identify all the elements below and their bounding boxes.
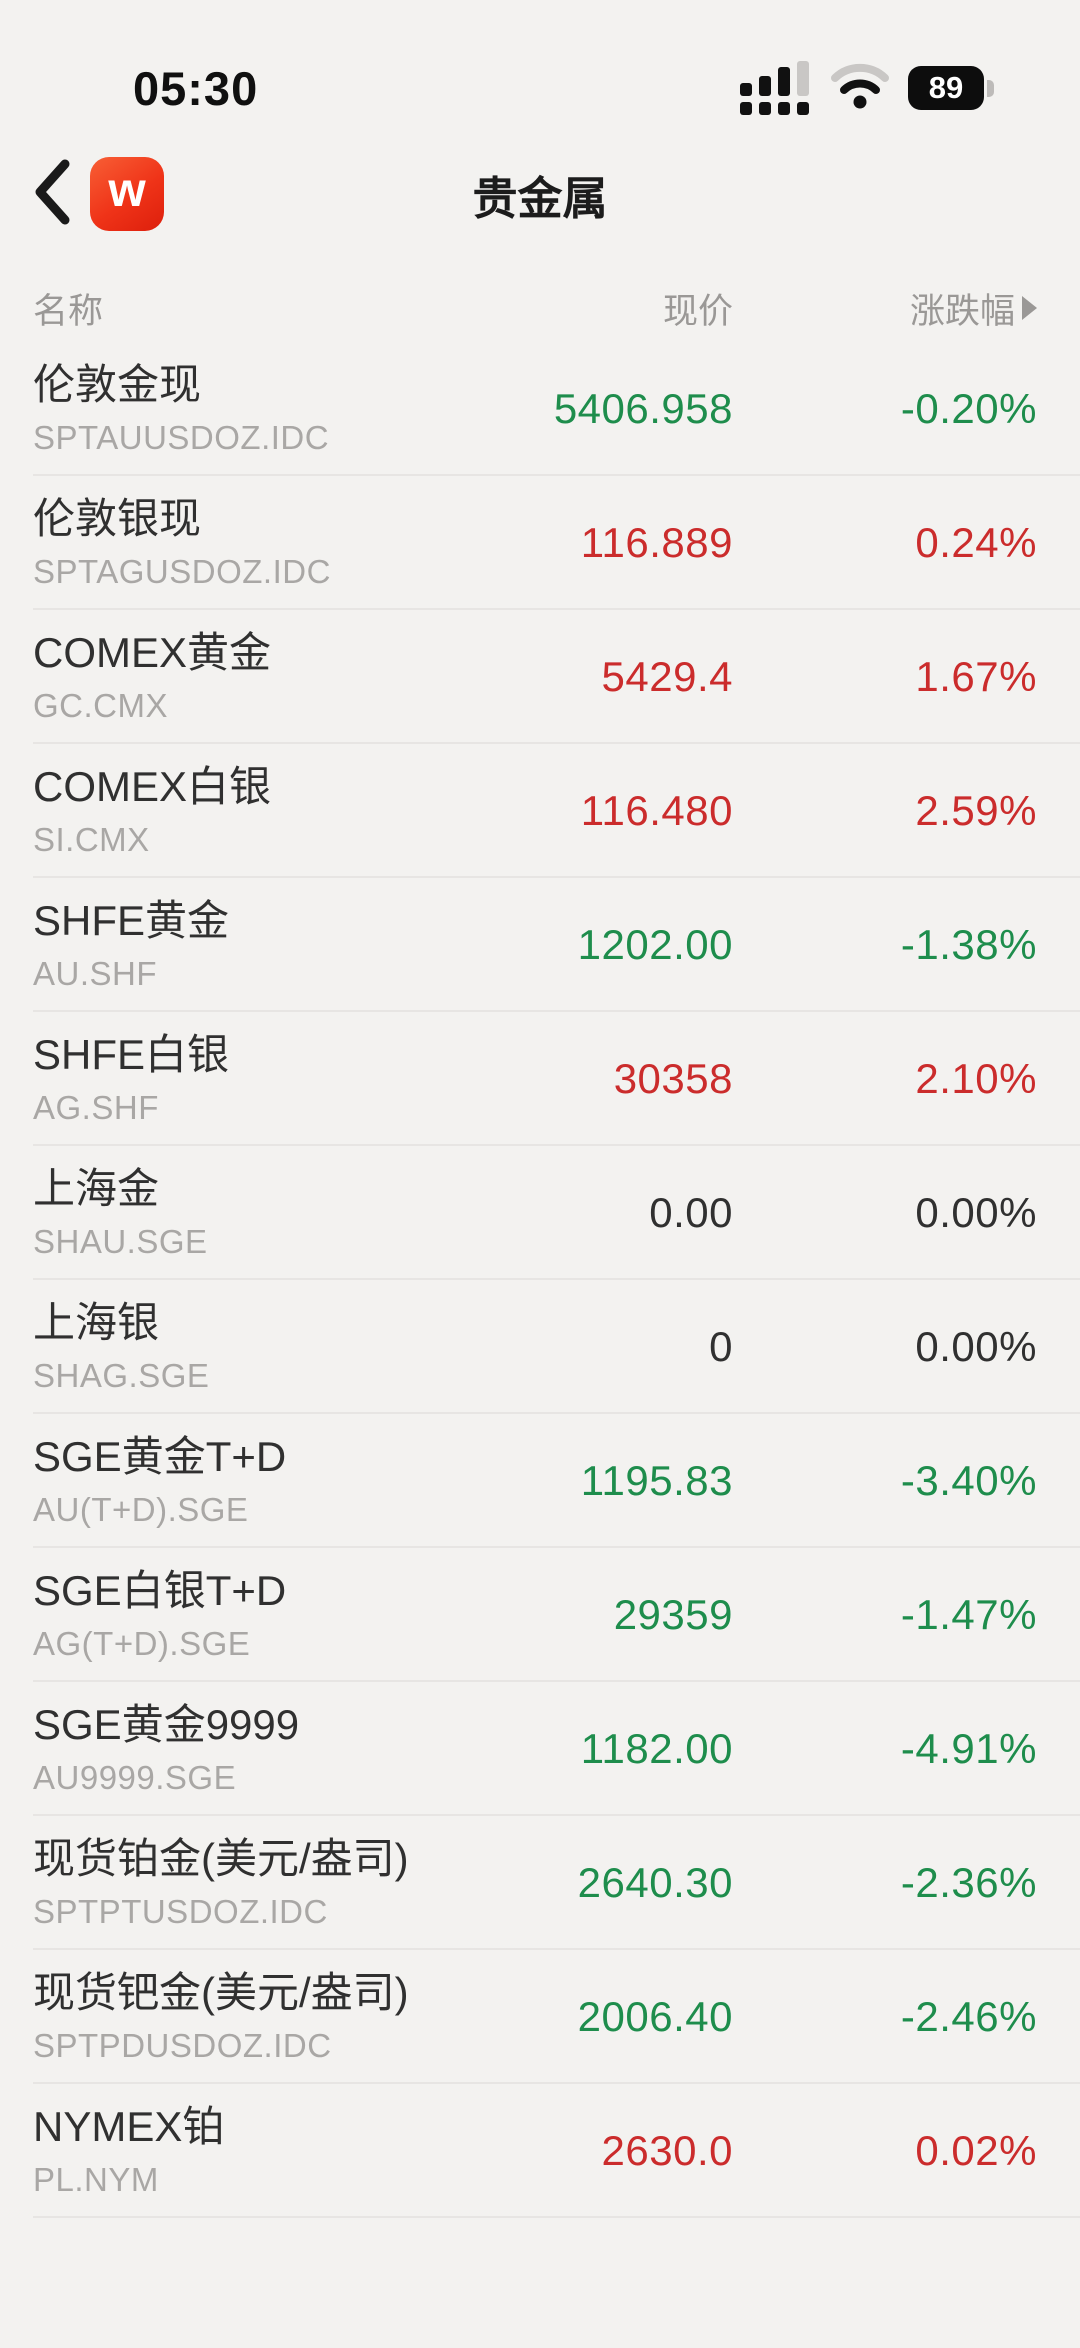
change-percent: 0.02%	[915, 2127, 1037, 2174]
quote-row[interactable]: 伦敦银现 SPTAGUSDOZ.IDC 116.889 0.24%	[0, 476, 1080, 610]
change-percent: -3.40%	[900, 1457, 1037, 1504]
instrument-name: COMEX白银	[33, 763, 272, 811]
column-header-change[interactable]: 涨跌幅	[733, 283, 1037, 334]
status-time: 05:30	[133, 61, 259, 115]
instrument-name: 上海银	[33, 1299, 160, 1347]
quote-row[interactable]: 伦敦金现 SPTAUUSDOZ.IDC 5406.958 -0.20%	[0, 342, 1080, 476]
change-percent: -1.47%	[900, 1591, 1037, 1638]
instrument-name: SHFE黄金	[33, 897, 230, 945]
wind-app-icon-letter: w	[108, 164, 146, 217]
sort-indicator-icon	[1022, 296, 1037, 320]
instrument-code: SPTPTUSDOZ.IDC	[33, 1892, 328, 1930]
quote-row[interactable]: NYMEX铂 PL.NYM 2630.0 0.02%	[0, 2084, 1080, 2218]
instrument-name: 伦敦银现	[33, 495, 202, 543]
instrument-name: NYMEX铂	[33, 2103, 225, 2151]
instrument-name: SGE黄金T+D	[33, 1433, 287, 1481]
instrument-name: 现货铂金(美元/盎司)	[33, 1835, 409, 1883]
chevron-left-icon	[31, 157, 73, 232]
quote-rows-container: 伦敦金现 SPTAUUSDOZ.IDC 5406.958 -0.20% 伦敦银现…	[0, 342, 1080, 2218]
last-price: 1182.00	[580, 1725, 733, 1772]
change-percent: 0.00%	[915, 1323, 1037, 1370]
change-percent: -4.91%	[900, 1725, 1037, 1772]
last-price: 5406.958	[553, 385, 733, 432]
battery-icon: 89	[908, 66, 994, 110]
quote-row[interactable]: SHFE白银 AG.SHF 30358 2.10%	[0, 1012, 1080, 1146]
last-price: 2630.0	[601, 2127, 733, 2174]
instrument-code: SPTAUUSDOZ.IDC	[33, 418, 330, 456]
quote-row[interactable]: 上海银 SHAG.SGE 0 0.00%	[0, 1280, 1080, 1414]
instrument-name: COMEX黄金	[33, 629, 272, 677]
instrument-code: SHAU.SGE	[33, 1222, 208, 1260]
instrument-name: 现货钯金(美元/盎司)	[33, 1969, 409, 2017]
cellular-signal-icon	[740, 57, 812, 120]
last-price: 0.00	[649, 1189, 733, 1236]
last-price: 116.889	[580, 519, 733, 566]
list-header: 名称 现价 涨跌幅	[0, 242, 1080, 342]
instrument-name: SGE黄金9999	[33, 1701, 300, 1749]
quote-row[interactable]: COMEX黄金 GC.CMX 5429.4 1.67%	[0, 610, 1080, 744]
battery-percent: 89	[908, 66, 984, 110]
instrument-name: SGE白银T+D	[33, 1567, 287, 1615]
battery-cap	[987, 79, 994, 97]
last-price: 5429.4	[601, 653, 733, 700]
last-price: 1202.00	[577, 921, 733, 968]
status-icons: 89	[740, 57, 994, 120]
instrument-code: AU.SHF	[33, 954, 158, 992]
quote-row[interactable]: SGE白银T+D AG(T+D).SGE 29359 -1.47%	[0, 1548, 1080, 1682]
last-price: 2006.40	[577, 1993, 733, 2040]
wind-app-icon[interactable]: w	[90, 157, 164, 231]
quote-row[interactable]: 现货钯金(美元/盎司) SPTPDUSDOZ.IDC 2006.40 -2.46…	[0, 1950, 1080, 2084]
quote-row[interactable]: SGE黄金T+D AU(T+D).SGE 1195.83 -3.40%	[0, 1414, 1080, 1548]
change-percent: 2.59%	[915, 787, 1037, 834]
back-button[interactable]	[24, 156, 80, 232]
change-percent: -1.38%	[900, 921, 1037, 968]
instrument-name: SHFE白银	[33, 1031, 230, 1079]
change-percent: 2.10%	[915, 1055, 1037, 1102]
quote-row[interactable]: SGE黄金9999 AU9999.SGE 1182.00 -4.91%	[0, 1682, 1080, 1816]
quote-row[interactable]: SHFE黄金 AU.SHF 1202.00 -1.38%	[0, 878, 1080, 1012]
status-bar: 05:30 89	[0, 0, 1080, 130]
last-price: 0	[709, 1323, 733, 1370]
change-percent: 0.24%	[915, 519, 1037, 566]
quote-row[interactable]: COMEX白银 SI.CMX 116.480 2.59%	[0, 744, 1080, 878]
nav-bar: w 贵金属	[0, 146, 1080, 242]
quote-list: 名称 现价 涨跌幅 伦敦金现 SPTAUUSDOZ.IDC 5406.958 -…	[0, 242, 1080, 2218]
last-price: 29359	[613, 1591, 733, 1638]
change-percent: -2.36%	[900, 1859, 1037, 1906]
instrument-code: SHAG.SGE	[33, 1356, 210, 1394]
last-price: 1195.83	[580, 1457, 733, 1504]
instrument-code: AG.SHF	[33, 1088, 159, 1126]
last-price: 116.480	[580, 787, 733, 834]
last-price: 30358	[613, 1055, 733, 1102]
instrument-code: GC.CMX	[33, 686, 168, 724]
column-header-price[interactable]: 现价	[662, 291, 733, 331]
last-price: 2640.30	[577, 1859, 733, 1906]
change-percent: 1.67%	[915, 653, 1037, 700]
quote-row[interactable]: 现货铂金(美元/盎司) SPTPTUSDOZ.IDC 2640.30 -2.36…	[0, 1816, 1080, 1950]
instrument-name: 伦敦金现	[33, 361, 202, 409]
instrument-code: AU9999.SGE	[33, 1758, 237, 1796]
instrument-code: AU(T+D).SGE	[33, 1490, 249, 1528]
column-header-name: 名称	[33, 291, 104, 331]
instrument-name: 上海金	[33, 1165, 160, 1213]
change-percent: -2.46%	[900, 1993, 1037, 2040]
instrument-code: SPTPDUSDOZ.IDC	[33, 2026, 332, 2064]
change-percent: 0.00%	[915, 1189, 1037, 1236]
instrument-code: PL.NYM	[33, 2160, 159, 2198]
quote-row[interactable]: 上海金 SHAU.SGE 0.00 0.00%	[0, 1146, 1080, 1280]
instrument-code: SI.CMX	[33, 820, 150, 858]
wifi-icon	[830, 63, 890, 114]
instrument-code: AG(T+D).SGE	[33, 1624, 251, 1662]
column-header-change-label: 涨跌幅	[909, 291, 1015, 331]
change-percent: -0.20%	[900, 385, 1037, 432]
instrument-code: SPTAGUSDOZ.IDC	[33, 552, 331, 590]
